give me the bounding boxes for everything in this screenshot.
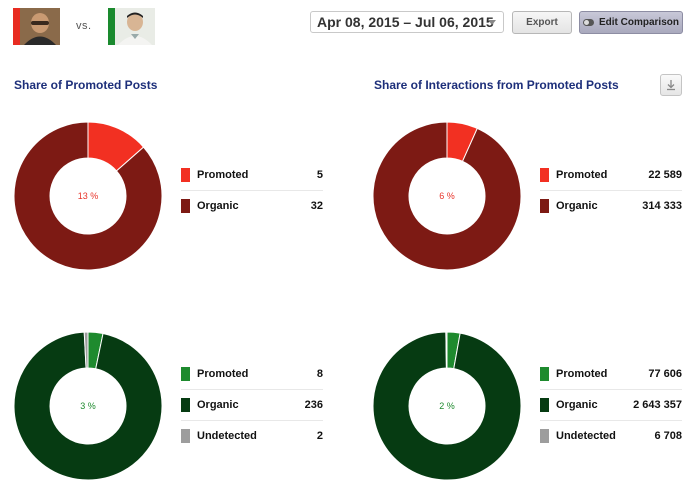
legend-value: 77 606: [648, 368, 682, 380]
legend-swatch: [540, 199, 549, 213]
edit-comparison-button[interactable]: Edit Comparison: [579, 11, 683, 34]
legend-swatch: [181, 168, 190, 182]
legend-row-undetected: Undetected 2: [181, 421, 323, 451]
donut-center-label: 13 %: [77, 191, 99, 201]
legend-row-organic: Organic 314 333: [540, 191, 682, 221]
donut-center-label: 2 %: [439, 401, 455, 411]
legend-interactions-left-profile: Promoted 22 589 Organic 314 333: [540, 160, 682, 221]
legend-swatch: [540, 429, 549, 443]
legend-value: 236: [304, 399, 323, 411]
donut-slice-undetected: [83, 332, 89, 369]
promoted-posts-donut-right-profile: [14, 332, 162, 480]
legend-swatch: [181, 429, 190, 443]
legend-value: 32: [310, 200, 323, 212]
legend-row-organic: Organic 236: [181, 390, 323, 421]
legend-promoted-posts-left-profile: Promoted 5 Organic 32: [181, 160, 323, 221]
legend-value: 8: [316, 368, 323, 380]
legend-row-promoted: Promoted 5: [181, 160, 323, 191]
promoted-posts-donut-left-profile: [14, 122, 162, 270]
legend-swatch: [181, 199, 190, 213]
legend-value: 2: [316, 430, 323, 442]
interactions-donut-left-profile: [373, 122, 521, 270]
legend-promoted-posts-right-profile: Promoted 8 Organic 236 Undetected 2: [181, 359, 323, 451]
legend-value: 22 589: [648, 169, 682, 181]
date-range-value: Apr 08, 2015 – Jul 06, 2015: [317, 14, 494, 30]
toggle-icon: [582, 19, 594, 26]
donut-slice-organic: [373, 122, 521, 270]
legend-swatch: [540, 367, 549, 381]
legend-swatch: [181, 367, 190, 381]
interactions-donut-right-profile: [373, 332, 521, 480]
legend-row-organic: Organic 2 643 357: [540, 390, 682, 421]
donut-slice-organic: [373, 332, 521, 480]
legend-label: Promoted: [197, 368, 249, 380]
vs-label: vs.: [76, 20, 92, 32]
legend-label: Undetected: [556, 430, 616, 442]
legend-value: 2 643 357: [633, 399, 682, 411]
edit-comparison-label: Edit Comparison: [598, 17, 679, 28]
legend-label: Promoted: [556, 368, 608, 380]
legend-value: 5: [316, 169, 323, 181]
legend-swatch: [181, 398, 190, 412]
legend-value: 6 708: [654, 430, 682, 442]
legend-row-promoted: Promoted 8: [181, 359, 323, 390]
donut-slice-undetected: [445, 332, 448, 369]
legend-row-undetected: Undetected 6 708: [540, 421, 682, 451]
legend-value: 314 333: [642, 200, 682, 212]
legend-label: Undetected: [197, 430, 257, 442]
interactions-title: Share of Interactions from Promoted Post…: [374, 78, 619, 92]
promoted-posts-title: Share of Promoted Posts: [14, 78, 158, 92]
date-range-select[interactable]: Apr 08, 2015 – Jul 06, 2015: [310, 11, 504, 33]
legend-swatch: [540, 398, 549, 412]
legend-row-organic: Organic 32: [181, 191, 323, 221]
legend-interactions-right-profile: Promoted 77 606 Organic 2 643 357 Undete…: [540, 359, 682, 451]
legend-row-promoted: Promoted 77 606: [540, 359, 682, 390]
legend-label: Promoted: [197, 169, 249, 181]
legend-label: Promoted: [556, 169, 608, 181]
right-profile-avatar: [115, 8, 155, 45]
left-profile-avatar: [20, 8, 60, 45]
download-icon: [667, 80, 675, 91]
export-button-label: Export: [526, 17, 558, 28]
person-icon: [20, 8, 60, 45]
chevron-down-icon: [488, 20, 496, 25]
donut-slice-organic: [14, 122, 162, 270]
legend-label: Organic: [556, 399, 598, 411]
donut-center-label: 6 %: [439, 191, 455, 201]
legend-row-promoted: Promoted 22 589: [540, 160, 682, 191]
legend-label: Organic: [556, 200, 598, 212]
download-button[interactable]: [660, 74, 682, 96]
donut-slice-organic: [14, 332, 162, 480]
person-icon: [115, 8, 155, 45]
export-button[interactable]: Export: [512, 11, 572, 34]
legend-label: Organic: [197, 200, 239, 212]
legend-swatch: [540, 168, 549, 182]
left-profile-color-bar: [13, 8, 20, 45]
legend-label: Organic: [197, 399, 239, 411]
donut-center-label: 3 %: [80, 401, 96, 411]
right-profile-color-bar: [108, 8, 115, 45]
